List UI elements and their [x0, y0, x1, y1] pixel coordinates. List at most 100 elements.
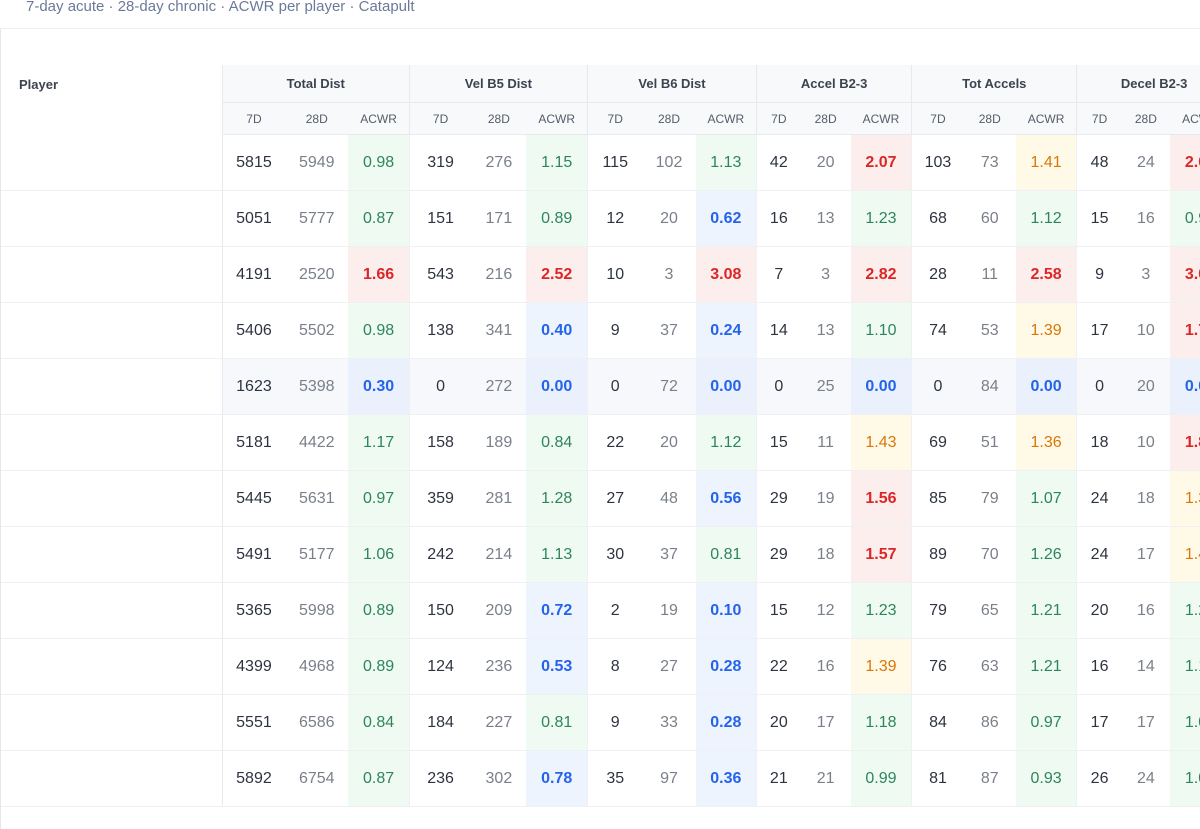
- load-cell: 17: [1076, 302, 1122, 359]
- load-cell: 4968: [285, 638, 349, 695]
- load-cell: 84: [963, 358, 1016, 415]
- acwr-cell: 1.80: [1169, 414, 1200, 471]
- load-cell: 84: [911, 694, 964, 751]
- player-row: 5815 5949 0.98 319 276 1.15 115 102 1.13 42 20 2.07…: [1, 134, 1200, 191]
- load-cell: 0: [408, 358, 472, 415]
- load-cell: 20: [1121, 358, 1170, 415]
- acwr-cell: 1.41: [1015, 134, 1077, 191]
- load-cell: 272: [471, 358, 527, 415]
- load-cell: 13: [800, 302, 851, 359]
- load-cell: 16: [1121, 582, 1170, 639]
- load-cell: 89: [911, 526, 964, 583]
- acwr-cell: 1.70: [1169, 302, 1200, 359]
- acwr-cell: 0.62: [695, 190, 757, 247]
- column-header: ACWR: [695, 102, 757, 135]
- acwr-cell: 1.56: [850, 470, 912, 527]
- acwr-cell: 1.23: [850, 582, 912, 639]
- acwr-cell: 0.98: [348, 134, 410, 191]
- load-cell: 11: [800, 414, 851, 471]
- load-cell: 60: [963, 190, 1016, 247]
- acwr-cell: 1.21: [1015, 582, 1077, 639]
- player-cell: [1, 246, 223, 303]
- load-cell: 69: [911, 414, 964, 471]
- load-cell: 13: [800, 190, 851, 247]
- load-cell: 5181: [222, 414, 286, 471]
- column-header: ACWR: [1169, 102, 1200, 135]
- acwr-cell: 1.25: [1169, 582, 1200, 639]
- acwr-cell: 0.28: [695, 694, 757, 751]
- load-cell: 102: [642, 134, 696, 191]
- load-cell: 20: [642, 414, 696, 471]
- acwr-cell: 2.00: [1169, 134, 1200, 191]
- load-cell: 15: [756, 582, 801, 639]
- load-cell: 4422: [285, 414, 349, 471]
- acwr-cell: 0.94: [1169, 190, 1200, 247]
- acwr-cell: 0.97: [348, 470, 410, 527]
- column-header: 28D: [642, 102, 696, 135]
- load-cell: 0: [756, 358, 801, 415]
- player-row: 5892 6754 0.87 236 302 0.78 35 97 0.36 21 21 0.99 81…: [1, 750, 1200, 807]
- load-cell: 2: [586, 582, 643, 639]
- load-cell: 150: [408, 582, 472, 639]
- column-header: 7D: [221, 102, 286, 135]
- load-cell: 4191: [222, 246, 286, 303]
- acwr-cell: 0.72: [526, 582, 588, 639]
- load-cell: 0: [911, 358, 964, 415]
- load-cell: 6754: [285, 750, 349, 807]
- acwr-cell: 0.78: [526, 750, 588, 807]
- load-cell: 72: [642, 358, 696, 415]
- load-cell: 0: [1076, 358, 1122, 415]
- load-cell: 115: [586, 134, 643, 191]
- load-cell: 27: [586, 470, 643, 527]
- load-cell: 97: [642, 750, 696, 807]
- acwr-cell: 0.84: [348, 694, 410, 751]
- acwr-cell: 0.89: [348, 582, 410, 639]
- player-header: Player: [1, 65, 223, 135]
- acwr-cell: 0.00: [1015, 358, 1077, 415]
- column-header: 28D: [1121, 102, 1170, 135]
- acwr-cell: 1.06: [348, 526, 410, 583]
- load-cell: 16: [1121, 190, 1170, 247]
- acwr-cell: 0.30: [348, 358, 410, 415]
- load-cell: 0: [586, 358, 643, 415]
- load-cell: 1623: [222, 358, 286, 415]
- acwr-cell: 1.14: [1169, 638, 1200, 695]
- column-header: 28D: [963, 102, 1016, 135]
- column-header: ACWR: [1015, 102, 1077, 135]
- load-cell: 5949: [285, 134, 349, 191]
- acwr-cell: 0.93: [1015, 750, 1077, 807]
- load-cell: 29: [756, 526, 801, 583]
- acwr-cell: 1.43: [850, 414, 912, 471]
- load-cell: 21: [800, 750, 851, 807]
- load-cell: 63: [963, 638, 1016, 695]
- acwr-table: Player Total Dist Vel B5 Dist Vel B6 Dist Ac…: [1, 65, 1200, 807]
- load-cell: 17: [800, 694, 851, 751]
- acwr-cell: 1.12: [695, 414, 757, 471]
- acwr-cell: 0.98: [348, 302, 410, 359]
- player-row: 5181 4422 1.17 158 189 0.84 22 20 1.12 15 11 1.43 69…: [1, 414, 1200, 471]
- load-cell: 302: [471, 750, 527, 807]
- player-cell: [1, 526, 223, 583]
- acwr-cell: 0.28: [695, 638, 757, 695]
- load-cell: 28: [911, 246, 964, 303]
- load-cell: 19: [800, 470, 851, 527]
- load-cell: 22: [586, 414, 643, 471]
- acwr-cell: 1.66: [348, 246, 410, 303]
- load-cell: 5398: [285, 358, 349, 415]
- acwr-cell: 0.40: [526, 302, 588, 359]
- load-cell: 138: [408, 302, 472, 359]
- acwr-cell: 0.81: [526, 694, 588, 751]
- load-cell: 29: [756, 470, 801, 527]
- load-cell: 15: [756, 414, 801, 471]
- acwr-cell: 3.08: [695, 246, 757, 303]
- load-cell: 227: [471, 694, 527, 751]
- load-cell: 48: [642, 470, 696, 527]
- load-cell: 24: [1121, 750, 1170, 807]
- load-cell: 27: [642, 638, 696, 695]
- load-cell: 7: [756, 246, 801, 303]
- load-cell: 24: [1076, 526, 1122, 583]
- acwr-cell: 0.00: [526, 358, 588, 415]
- load-cell: 14: [1121, 638, 1170, 695]
- player-cell: [1, 750, 223, 807]
- acwr-cell: 0.00: [695, 358, 757, 415]
